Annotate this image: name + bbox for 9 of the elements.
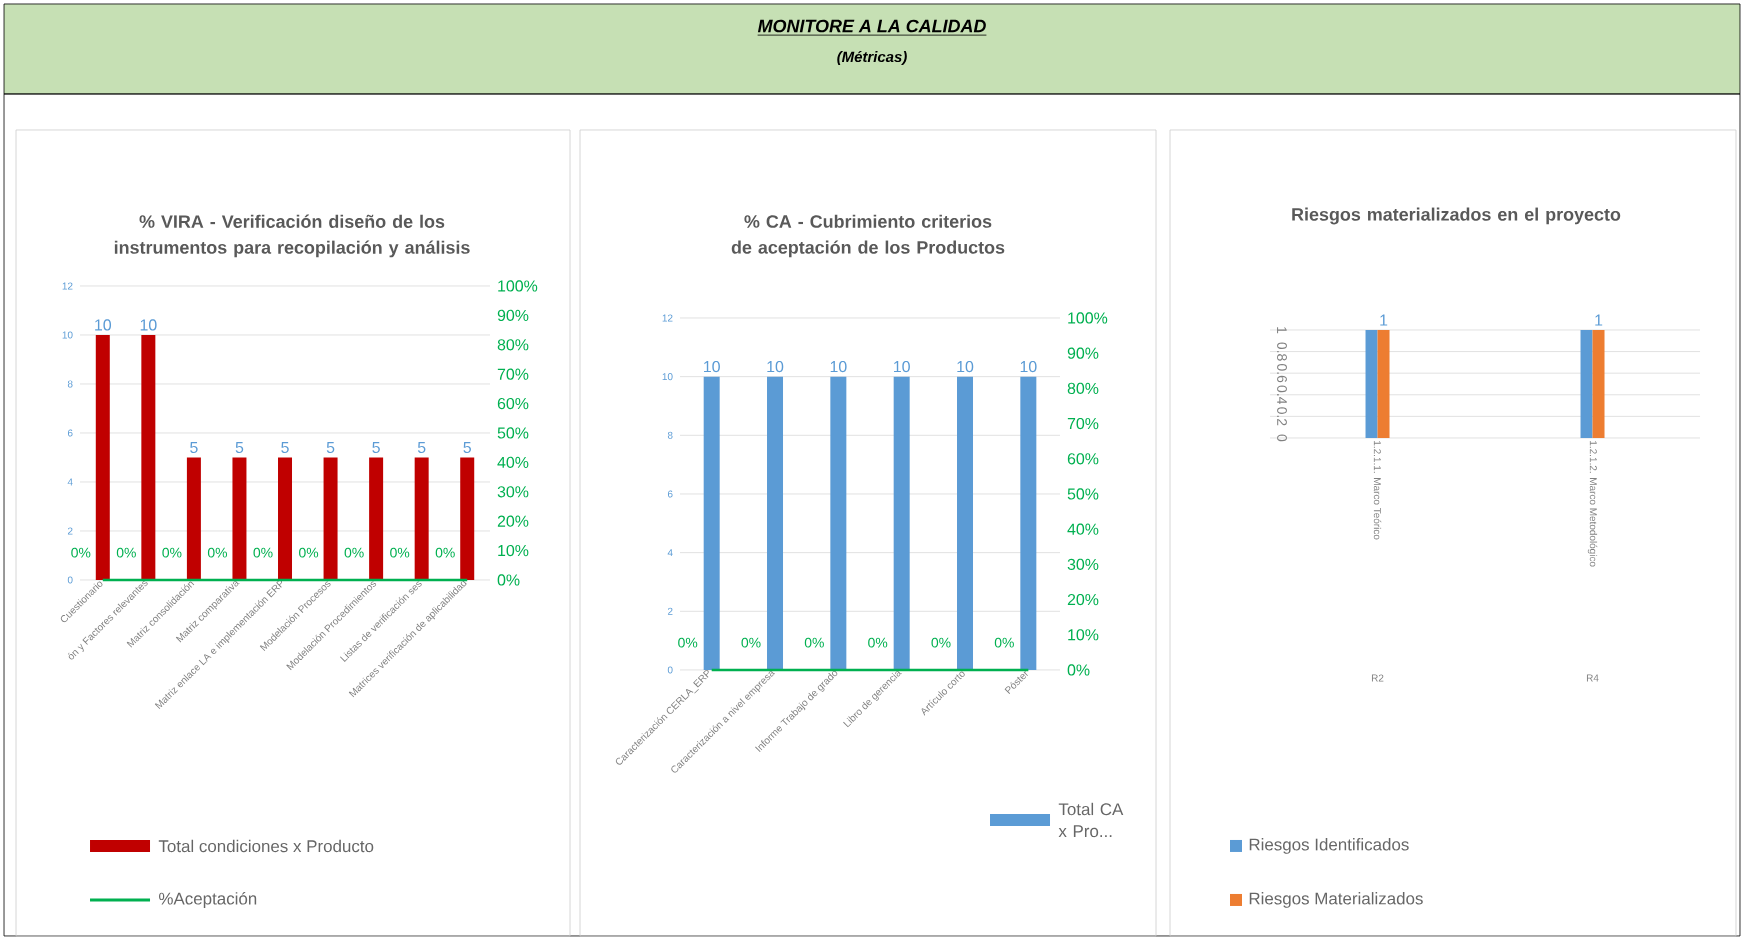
- text: MONITORE A LA CALIDAD: [757, 19, 986, 33]
- legend-label: Riesgos Identificados: [1249, 838, 1409, 854]
- legend-label: Riesgos Materializados: [1249, 892, 1423, 908]
- legend-label: Total CA x Pro...: [1058, 802, 1124, 838]
- chart-title: % CA - Cubrimiento criterios de aceptación de los Productos: [731, 214, 1005, 258]
- chart-title: % VIRA - Verificación diseño de los instrumentos para recopilación y análisis: [114, 214, 470, 258]
- legend-label: Total condiciones x Producto: [158, 839, 374, 853]
- chart-title: Riesgos materializados en el proyecto: [1292, 207, 1621, 225]
- legend-label: %Aceptación: [159, 891, 257, 908]
